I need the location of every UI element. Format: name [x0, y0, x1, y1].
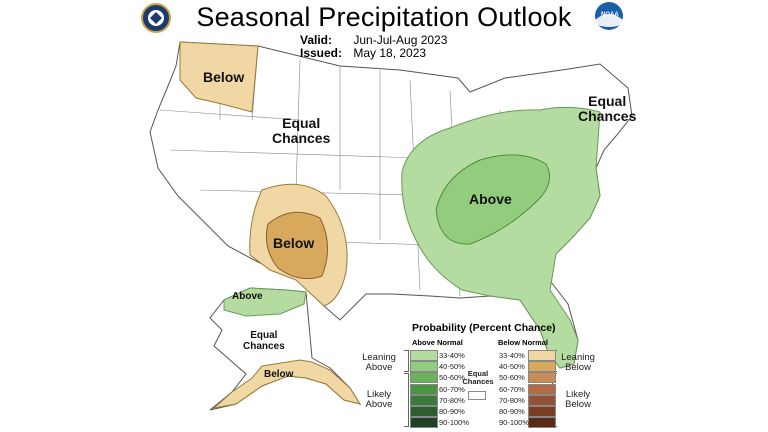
- legend-range-below-6: 90-100%: [499, 418, 530, 427]
- legend-range-above-1: 40-50%: [439, 362, 465, 371]
- legend-swatch-above-5: [410, 406, 438, 417]
- legend-range-below-0: 33-40%: [499, 351, 525, 360]
- legend-swatch-below-3: [528, 384, 556, 395]
- legend-leaning-above: Leaning Above: [362, 352, 396, 374]
- legend-below-header: Below Normal: [498, 338, 549, 347]
- legend-above-header: Above Normal: [412, 338, 463, 347]
- issued-label: Issued:: [300, 46, 343, 60]
- legend-range-above-0: 33-40%: [439, 351, 465, 360]
- legend-swatch-below-4: [528, 395, 556, 406]
- legend-title: Probability (Percent Chance): [412, 322, 556, 334]
- bracket-likely-above: [404, 373, 409, 427]
- alaska-above-area: [223, 287, 307, 317]
- page-title: Seasonal Precipitation Outlook: [196, 2, 572, 32]
- legend-range-below-3: 60-70%: [499, 385, 525, 394]
- legend-swatch-below-0: [528, 350, 556, 361]
- valid-value: Jun-Jul-Aug 2023: [353, 33, 448, 47]
- legend-swatch-above-1: [410, 361, 438, 372]
- noaa-logo-text: NOAA: [601, 12, 619, 18]
- east-above-inner: [435, 154, 551, 245]
- legend-likely-above: Likely Above: [365, 389, 393, 411]
- legend-range-above-2: 50-60%: [439, 373, 465, 382]
- issued-line: Issued: May 18, 2023: [300, 46, 426, 60]
- valid-label: Valid:: [300, 33, 333, 47]
- alaska-equal-label: Equal Chances: [243, 330, 285, 352]
- legend-likely-below: Likely Below: [565, 389, 591, 411]
- issued-value: May 18, 2023: [353, 46, 427, 60]
- interior-equal-label: Equal Chances: [272, 115, 331, 146]
- legend-range-below-4: 70-80%: [499, 396, 525, 405]
- southwest-below-inner: [265, 211, 328, 280]
- legend-swatch-below-6: [528, 417, 556, 428]
- legend-equal-swatch: [468, 391, 486, 400]
- northwest-below-area: [179, 41, 259, 113]
- doc-seal-icon: [141, 3, 171, 33]
- bracket-leaning-above: [404, 350, 409, 372]
- legend-range-above-4: 70-80%: [439, 396, 465, 405]
- legend-range-above-5: 80-90%: [439, 407, 465, 416]
- noaa-logo-icon: [595, 2, 623, 30]
- legend-range-above-6: 90-100%: [439, 418, 470, 427]
- alaska-above-label: Above: [232, 291, 263, 302]
- legend-range-below-2: 50-60%: [499, 373, 525, 382]
- legend-swatch-below-5: [528, 406, 556, 417]
- east-above-outer: [401, 106, 601, 369]
- legend-range-below-5: 80-90%: [499, 407, 525, 416]
- east-above-label: Above: [469, 191, 512, 207]
- legend-swatch-above-0: [410, 350, 438, 361]
- alaska-below-area: [212, 359, 362, 409]
- legend-swatch-below-2: [528, 372, 556, 383]
- legend-leaning-below: Leaning Below: [561, 352, 595, 374]
- legend-range-below-1: 40-50%: [499, 362, 525, 371]
- valid-line: Valid: Jun-Jul-Aug 2023: [300, 33, 447, 47]
- northeast-equal-label: Equal Chances: [578, 93, 637, 124]
- alaska-below-label: Below: [264, 369, 294, 380]
- legend-swatch-below-1: [528, 361, 556, 372]
- northwest-below-label: Below: [203, 69, 245, 85]
- legend-swatch-above-3: [410, 384, 438, 395]
- legend-range-above-3: 60-70%: [439, 385, 465, 394]
- legend-swatch-above-4: [410, 395, 438, 406]
- legend-swatch-above-2: [410, 372, 438, 383]
- legend-swatch-above-6: [410, 417, 438, 428]
- legend-equal-label: Equal Chances: [462, 369, 494, 387]
- southwest-below-label: Below: [273, 235, 315, 251]
